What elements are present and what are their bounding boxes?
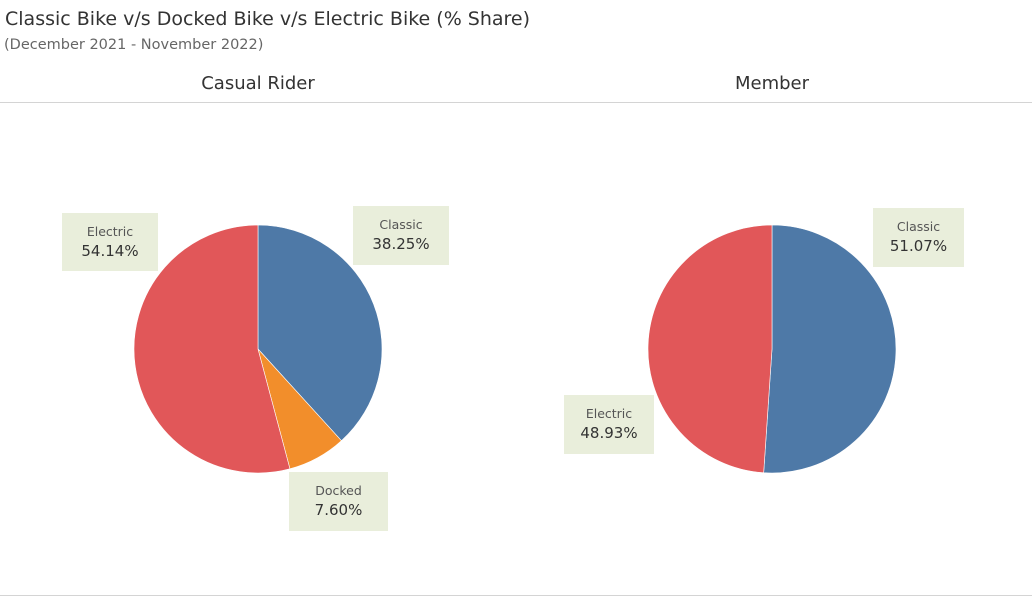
label-value: 51.07% [889, 237, 948, 255]
bottom-divider [0, 595, 1032, 596]
label-value: 54.14% [81, 242, 139, 260]
member-electric-slice[interactable] [647, 224, 773, 474]
chart-title: Classic Bike v/s Docked Bike v/s Electri… [5, 8, 531, 30]
casual-rider-header: Casual Rider [201, 73, 315, 94]
casual-classic-label: Classic 38.25% [353, 206, 449, 265]
label-value: 7.60% [314, 501, 363, 519]
label-value: 38.25% [372, 235, 430, 253]
label-value: 48.93% [580, 424, 638, 442]
label-category: Electric [86, 224, 134, 239]
chart-subtitle: (December 2021 - November 2022) [4, 37, 264, 53]
member-classic-label: Classic 51.07% [873, 208, 964, 267]
label-category: Classic [896, 219, 941, 234]
member-electric-label: Electric 48.93% [564, 395, 654, 454]
member-header: Member [734, 73, 810, 94]
label-category: Electric [585, 406, 633, 421]
casual-electric-label: Electric 54.14% [62, 213, 158, 271]
casual-classic-slice[interactable] [257, 224, 383, 442]
label-category: Classic [379, 217, 423, 232]
casual-electric-slice[interactable] [133, 224, 291, 474]
casual-docked-label: Docked 7.60% [289, 472, 388, 531]
header-divider [0, 102, 1032, 103]
label-category: Docked [315, 483, 362, 498]
member-classic-slice[interactable] [763, 224, 897, 474]
